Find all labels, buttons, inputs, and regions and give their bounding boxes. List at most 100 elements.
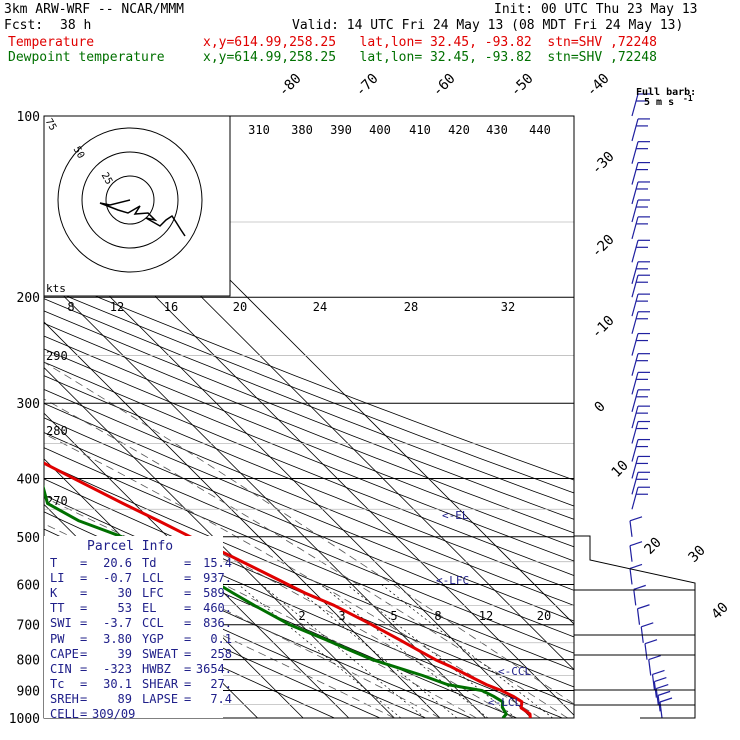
hodograph-trace — [99, 199, 186, 237]
parcel-cell: 937. — [203, 571, 232, 586]
mixing-ratio-label: 28 — [404, 300, 418, 314]
wind-barb-staff — [629, 545, 633, 562]
temperature-location: x,y=614.99,258.25 lat,lon= 32.45, -93.82… — [203, 35, 657, 50]
hodograph-ring — [105, 175, 155, 225]
mixing-ratio-line — [237, 584, 402, 718]
wind-barb — [631, 389, 650, 412]
dewpoint-location: x,y=614.99,258.25 lat,lon= 32.45, -93.82… — [203, 50, 657, 65]
parcel-cell: SWI — [50, 616, 72, 631]
wind-barb-flag — [644, 639, 658, 645]
isotherm-tick-label: -60 — [430, 71, 459, 100]
parcel-cell: = — [80, 556, 88, 570]
parcel-cell: 7.4 — [210, 691, 232, 706]
wind-barb-flag — [656, 684, 669, 690]
pressure-tick-label: 700 — [17, 619, 40, 634]
wind-barb — [631, 161, 650, 185]
parcel-cell: 3.80 — [103, 631, 132, 646]
pressure-tick-label: 100 — [17, 110, 40, 125]
parcel-cell: CELL — [50, 707, 79, 721]
forecast-label: Fcst: — [4, 18, 44, 33]
wind-panel-boundary — [574, 535, 696, 719]
wind-barb-staff — [631, 118, 639, 142]
wind-barb-flag — [629, 516, 643, 522]
theta-label: 390 — [330, 123, 352, 137]
theta-label: 410 — [409, 123, 431, 137]
wind-barb — [629, 563, 643, 585]
wind-barb-flag — [648, 654, 661, 661]
wind-barb-staff — [633, 589, 637, 606]
wind-barb-staff — [648, 659, 652, 676]
parcel-cell: 836. — [203, 616, 232, 631]
parcel-cell: 30 — [117, 586, 132, 601]
parcel-cell: YGP — [142, 631, 164, 646]
isotherm-tick-label: -40 — [584, 71, 613, 100]
dewpoint-legend: Dewpoint temperature — [8, 50, 165, 65]
theta-label: 430 — [486, 123, 508, 137]
mixing-ratio-label: 16 — [164, 300, 178, 314]
wind-barb — [644, 639, 658, 660]
parcel-cell: CAPE — [50, 646, 79, 661]
wind-barb-staff — [631, 93, 639, 117]
theta-label: 440 — [529, 123, 551, 137]
model-name: 3km ARW-WRF -- NCAR/MMM — [4, 2, 185, 17]
parcel-cell: = — [184, 646, 192, 661]
wind-barb-staff — [631, 261, 639, 284]
wind-barb-flag — [633, 584, 646, 590]
wind-barb-staff — [631, 181, 639, 205]
wind-barb-staff — [631, 456, 639, 479]
plot-frame — [43, 115, 575, 719]
theta-label: 400 — [369, 123, 391, 137]
isotherm-tick-label: -20 — [589, 232, 618, 261]
wind-barb-staff — [631, 439, 639, 462]
lfc-marker: <-LFC — [436, 574, 470, 587]
mixing-ratio-label: 20 — [233, 300, 247, 314]
parcel-cell: = — [80, 676, 88, 691]
barb-legend-exponent: -1 — [683, 94, 693, 103]
pressure-tick-label: 800 — [17, 654, 40, 669]
pressure-tick-label: 900 — [17, 684, 40, 699]
wind-barb-staff — [631, 199, 639, 223]
isotherm-tick-label: -10 — [589, 313, 618, 342]
wind-barb — [631, 311, 650, 334]
wind-barb — [655, 684, 669, 705]
wind-barb-flag — [637, 604, 650, 610]
mixing-ratio-label: 12 — [479, 609, 493, 623]
wind-barb — [631, 420, 650, 444]
hodograph-box — [43, 115, 231, 297]
wind-barb — [631, 274, 650, 298]
hodograph-ring — [57, 127, 203, 273]
wind-barb-staff — [631, 311, 639, 334]
parcel-cell: 460. — [203, 601, 232, 616]
wind-barb — [631, 353, 650, 376]
parcel-cell: = — [184, 571, 192, 586]
wind-barb-staff — [631, 240, 639, 263]
wind-barb-staff — [631, 275, 639, 298]
parcel-cell: 309/09 — [92, 707, 136, 721]
wind-barb-staff — [629, 520, 633, 537]
parcel-cell: SWEAT — [142, 646, 179, 661]
wind-barb-staff — [631, 353, 639, 376]
mixing-ratio-label: 32 — [501, 300, 515, 314]
parcel-cell: -0.7 — [103, 571, 132, 586]
wind-barb — [631, 93, 650, 117]
parcel-cell: LAPSE — [142, 691, 179, 706]
parcel-cell: 39 — [117, 646, 132, 661]
isotherm-line — [44, 275, 486, 718]
wind-barb — [629, 541, 643, 562]
parcel-cell: HWBZ — [142, 661, 171, 676]
mixing-ratio-label: 5 — [390, 609, 397, 623]
wind-barb — [640, 622, 654, 643]
wind-barb — [651, 669, 665, 691]
isotherm-line — [44, 230, 532, 718]
parcel-cell: 27. — [210, 676, 232, 691]
parcel-cell: 589. — [203, 586, 232, 601]
parcel-cell: = — [80, 601, 88, 616]
parcel-cell: = — [80, 707, 88, 721]
parcel-cell: LCL — [142, 571, 164, 586]
wind-barb — [631, 438, 650, 462]
parcel-cell: T — [50, 556, 58, 570]
isotherm-line — [44, 412, 350, 718]
wind-barb-staff — [631, 333, 639, 356]
wind-barb — [633, 584, 646, 606]
parcel-cell: = — [80, 586, 88, 601]
